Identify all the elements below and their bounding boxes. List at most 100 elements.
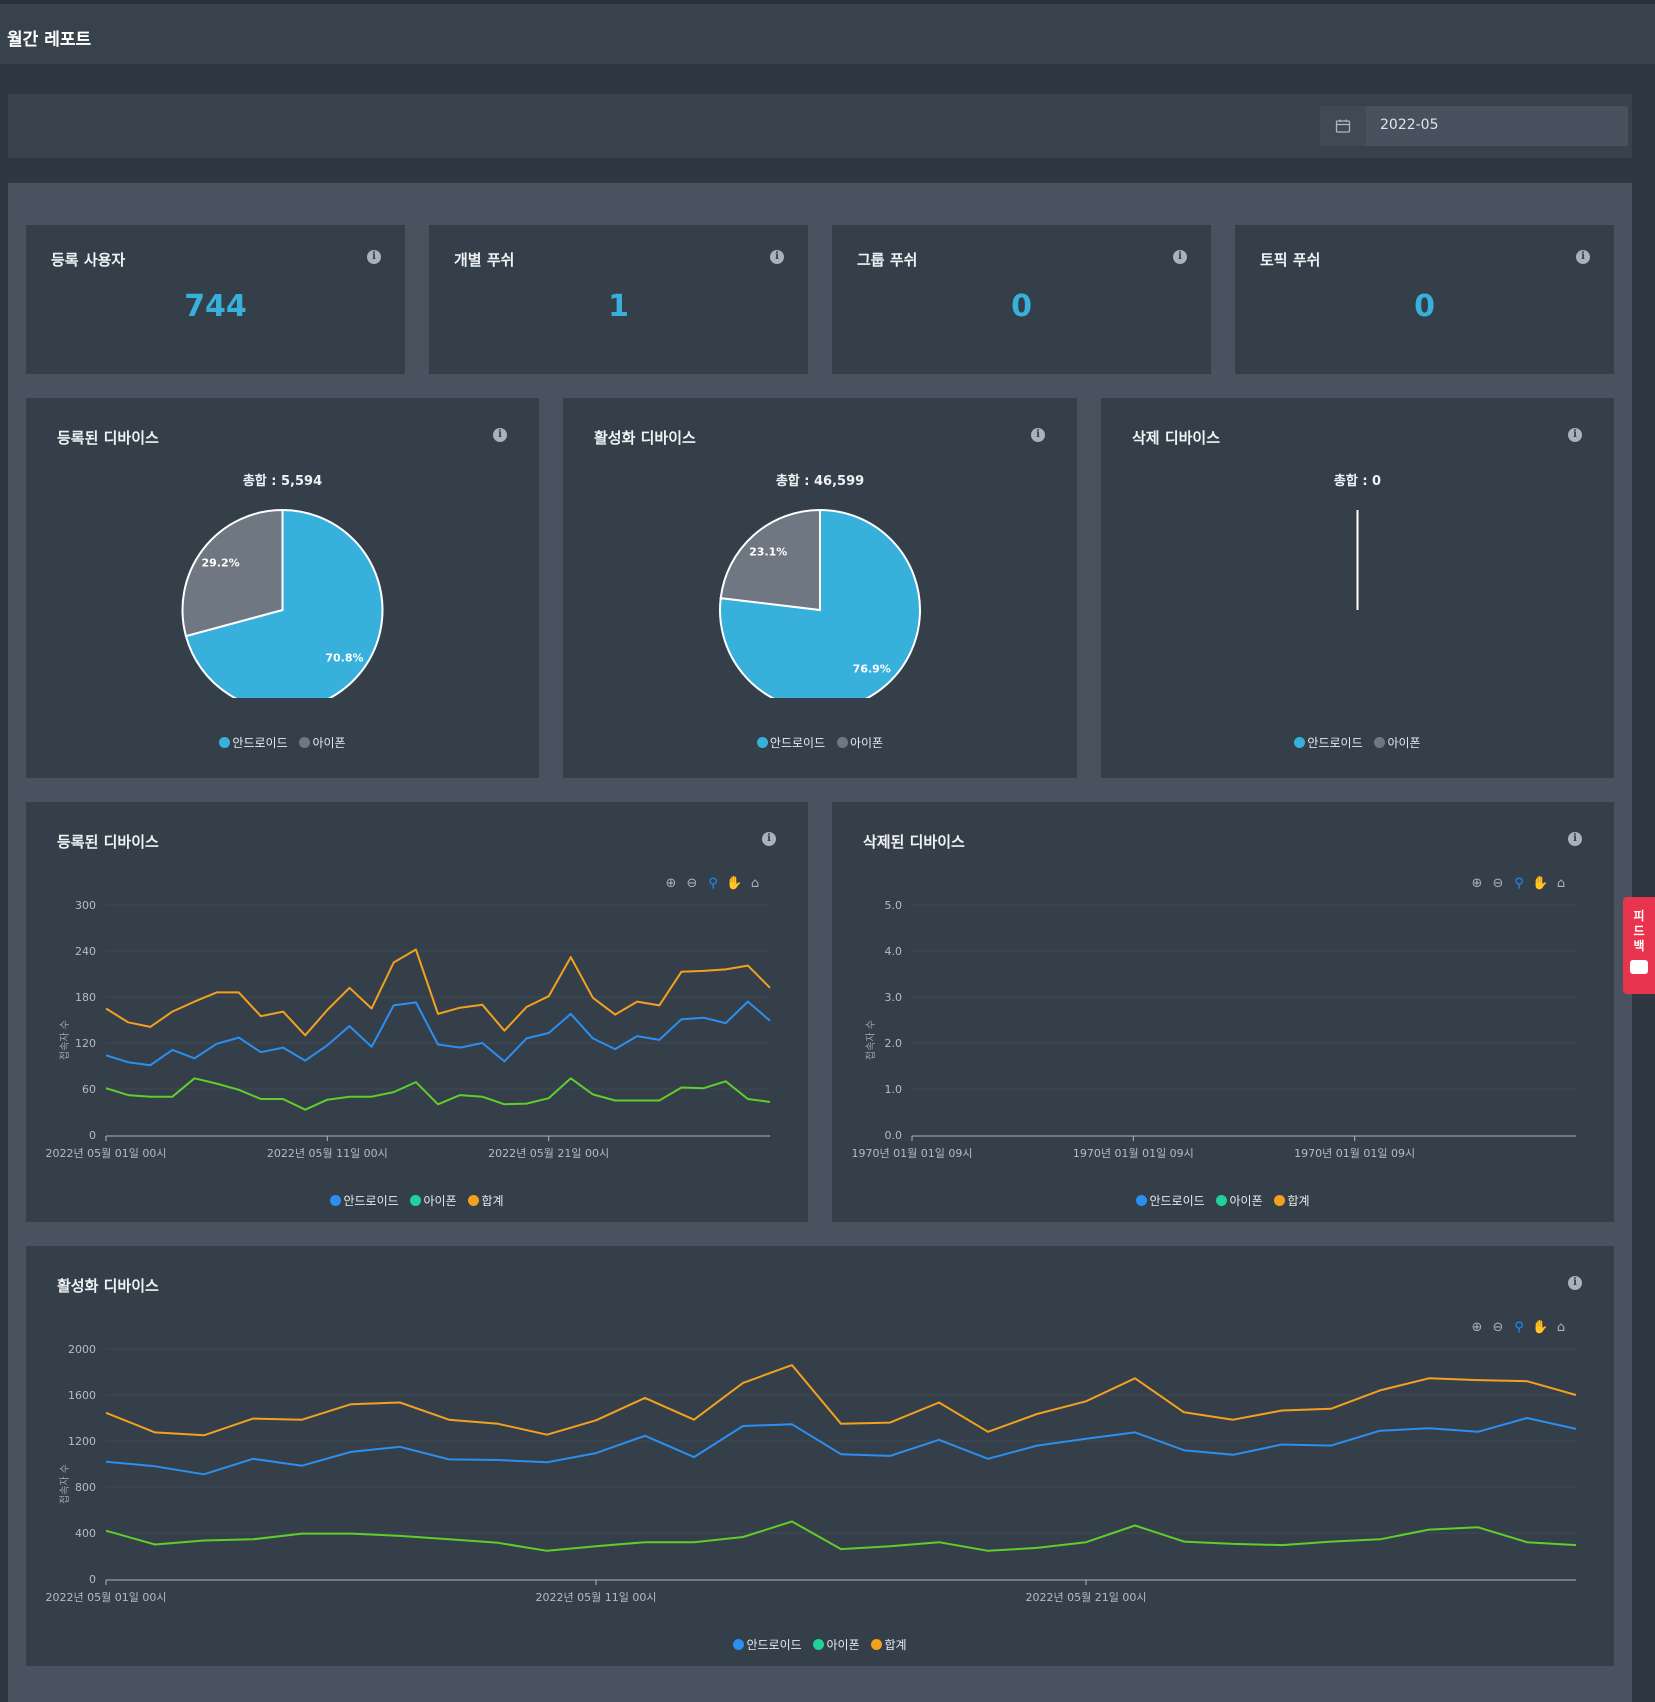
pie-slice-iphone-label: 29.2% xyxy=(201,557,239,570)
reset-home-icon[interactable]: ⌂ xyxy=(750,876,760,891)
stat-card-individual-push: 개별 푸쉬 i 1 xyxy=(429,225,808,374)
legend-item-android[interactable]: 안드로이드 xyxy=(756,734,826,751)
legend-item-iphone[interactable]: 아이폰 xyxy=(1374,734,1421,751)
y-axis-label: 접속자 수 xyxy=(59,1020,71,1060)
info-icon[interactable]: i xyxy=(1568,1276,1582,1290)
zoom-in-icon[interactable]: ⊕ xyxy=(665,876,677,891)
legend-label-android: 안드로이드 xyxy=(746,1638,802,1652)
x-tick-label: 2022년 05월 01일 00시 xyxy=(46,1590,167,1604)
calendar-icon[interactable] xyxy=(1320,106,1366,146)
reset-home-icon[interactable]: ⌂ xyxy=(1556,1320,1566,1335)
zoom-out-icon[interactable]: ⊖ xyxy=(1492,876,1504,891)
legend-label-total: 합계 xyxy=(481,1194,504,1208)
stat-card-value: 0 xyxy=(1414,289,1435,324)
selection-zoom-icon[interactable]: ⚲ xyxy=(1514,1320,1524,1335)
legend-dot-android xyxy=(219,737,231,748)
y-tick-label: 2000 xyxy=(68,1343,96,1356)
legend-label-iphone: 아이폰 xyxy=(826,1638,860,1652)
info-icon[interactable]: i xyxy=(367,250,381,264)
line-chart: 0 60 120 180 240 300 접속자 수 2022년 05월 01일 00시 202… xyxy=(46,899,771,1160)
legend-item-total[interactable]: 합계 xyxy=(871,1636,907,1653)
legend-item-android[interactable]: 안드로이드 xyxy=(733,1636,802,1653)
pie-card-registered-devices: 등록된 디바이스 i 총합 : 5,594 70.8% 29.2% 안드로이드 아이… xyxy=(26,398,539,778)
info-icon[interactable]: i xyxy=(770,250,784,264)
top-header: 월간 레포트 xyxy=(0,0,1655,64)
x-tick-label: 1970년 01월 01일 09시 xyxy=(1073,1146,1194,1160)
legend-dot-iphone xyxy=(299,737,311,748)
info-icon[interactable]: i xyxy=(1568,428,1582,442)
x-tick-label: 1970년 01월 01일 09시 xyxy=(1294,1146,1415,1160)
y-tick-label: 0 xyxy=(89,1573,96,1586)
stat-card-topic-push: 토픽 푸쉬 i 0 xyxy=(1235,225,1614,374)
selection-zoom-icon[interactable]: ⚲ xyxy=(1514,876,1524,891)
legend-item-total[interactable]: 합계 xyxy=(1274,1192,1310,1209)
legend-label-iphone: 아이폰 xyxy=(423,1194,457,1208)
legend-dot-android xyxy=(733,1639,745,1650)
line-series-total xyxy=(105,1364,1577,1437)
y-tick-label: 4.0 xyxy=(885,945,903,958)
line-card-title: 삭제된 디바이스 xyxy=(863,833,965,851)
zoom-out-icon[interactable]: ⊖ xyxy=(1492,1320,1504,1335)
info-icon[interactable]: i xyxy=(1173,250,1187,264)
legend-label-android: 안드로이드 xyxy=(769,736,826,750)
legend-item-total[interactable]: 합계 xyxy=(468,1192,504,1209)
legend-label-total: 합계 xyxy=(1287,1194,1310,1208)
info-icon[interactable]: i xyxy=(1568,832,1582,846)
legend-item-android[interactable]: 안드로이드 xyxy=(330,1192,399,1209)
zoom-in-icon[interactable]: ⊕ xyxy=(1471,1320,1483,1335)
line-series-android xyxy=(105,1417,1577,1476)
info-icon[interactable]: i xyxy=(762,832,776,846)
x-tick-label: 2022년 05월 01일 00시 xyxy=(46,1146,167,1160)
x-tick-label: 2022년 05월 11일 00시 xyxy=(536,1590,657,1604)
legend-item-iphone[interactable]: 아이폰 xyxy=(410,1192,457,1209)
legend-item-android[interactable]: 안드로이드 xyxy=(219,734,288,751)
legend-label-iphone: 아이폰 xyxy=(1229,1194,1263,1208)
legend-dot-iphone xyxy=(1374,737,1386,748)
zoom-in-icon[interactable]: ⊕ xyxy=(1471,876,1483,891)
line-series-iphone xyxy=(105,1520,1577,1552)
legend-label-android: 안드로이드 xyxy=(1307,736,1363,750)
dashboard-content: 등록 사용자 i 744 개별 푸쉬 i 1 그룹 푸쉬 i 0 토픽 푸쉬 i… xyxy=(8,183,1632,1702)
month-picker-value[interactable]: 2022-05 xyxy=(1380,117,1439,133)
stat-card-registered-users: 등록 사용자 i 744 xyxy=(26,225,405,374)
pie-slice-android-label: 76.9% xyxy=(853,662,891,675)
selection-zoom-icon[interactable]: ⚲ xyxy=(708,876,718,891)
filter-bar: 2022-05 xyxy=(8,94,1632,158)
zoom-out-icon[interactable]: ⊖ xyxy=(686,876,698,891)
x-tick-label: 2022년 05월 11일 00시 xyxy=(267,1146,388,1160)
legend-dot-android xyxy=(1294,737,1306,748)
chart-toolbar: ⊕ ⊖ ⚲ ✋ ⌂ xyxy=(1469,876,1569,892)
y-tick-label: 240 xyxy=(75,945,96,958)
y-tick-label: 1200 xyxy=(68,1435,96,1448)
pie-card-active-devices: 활성화 디바이스 i 총합 : 46,599 76.9% 23.1% 안드로이드 아… xyxy=(563,398,1077,778)
pie-total-label: 총합 : 5,594 xyxy=(243,473,322,489)
y-tick-label: 1600 xyxy=(68,1389,96,1402)
legend-item-iphone[interactable]: 아이폰 xyxy=(1216,1192,1263,1209)
legend-label-iphone: 아이폰 xyxy=(1387,736,1421,750)
pan-hand-icon[interactable]: ✋ xyxy=(1532,1320,1549,1335)
info-icon[interactable]: i xyxy=(1576,250,1590,264)
legend-label-total: 합계 xyxy=(884,1638,907,1652)
pan-hand-icon[interactable]: ✋ xyxy=(1532,876,1549,891)
legend-item-iphone[interactable]: 아이폰 xyxy=(813,1636,860,1653)
legend-item-iphone[interactable]: 아이폰 xyxy=(836,734,883,751)
legend-item-iphone[interactable]: 아이폰 xyxy=(299,734,346,751)
info-icon[interactable]: i xyxy=(1031,428,1045,442)
legend-item-android[interactable]: 안드로이드 xyxy=(1136,1192,1205,1209)
line-series-android xyxy=(105,1000,771,1067)
stat-card-title: 등록 사용자 xyxy=(51,251,126,269)
pan-hand-icon[interactable]: ✋ xyxy=(726,876,743,891)
feedback-button[interactable]: 피드백 xyxy=(1623,897,1655,994)
stat-card-value: 744 xyxy=(184,289,247,324)
pie-chart: 총합 : 46,599 76.9% 23.1% xyxy=(719,473,921,698)
month-picker[interactable]: 2022-05 xyxy=(1320,106,1628,146)
line-series-iphone xyxy=(105,1077,771,1111)
y-tick-label: 5.0 xyxy=(885,899,903,912)
reset-home-icon[interactable]: ⌂ xyxy=(1556,876,1566,891)
chart-toolbar: ⊕ ⊖ ⚲ ✋ ⌂ xyxy=(663,876,763,892)
info-icon[interactable]: i xyxy=(493,428,507,442)
line-chart: 0.0 1.0 2.0 3.0 4.0 5.0 접속자 수 1970년 01월 01일 09시… xyxy=(852,899,1576,1160)
y-axis-label: 접속자 수 xyxy=(59,1464,71,1504)
legend-item-android[interactable]: 안드로이드 xyxy=(1294,734,1363,751)
line-legend: 안드로이드 아이폰 합계 xyxy=(26,1192,808,1209)
